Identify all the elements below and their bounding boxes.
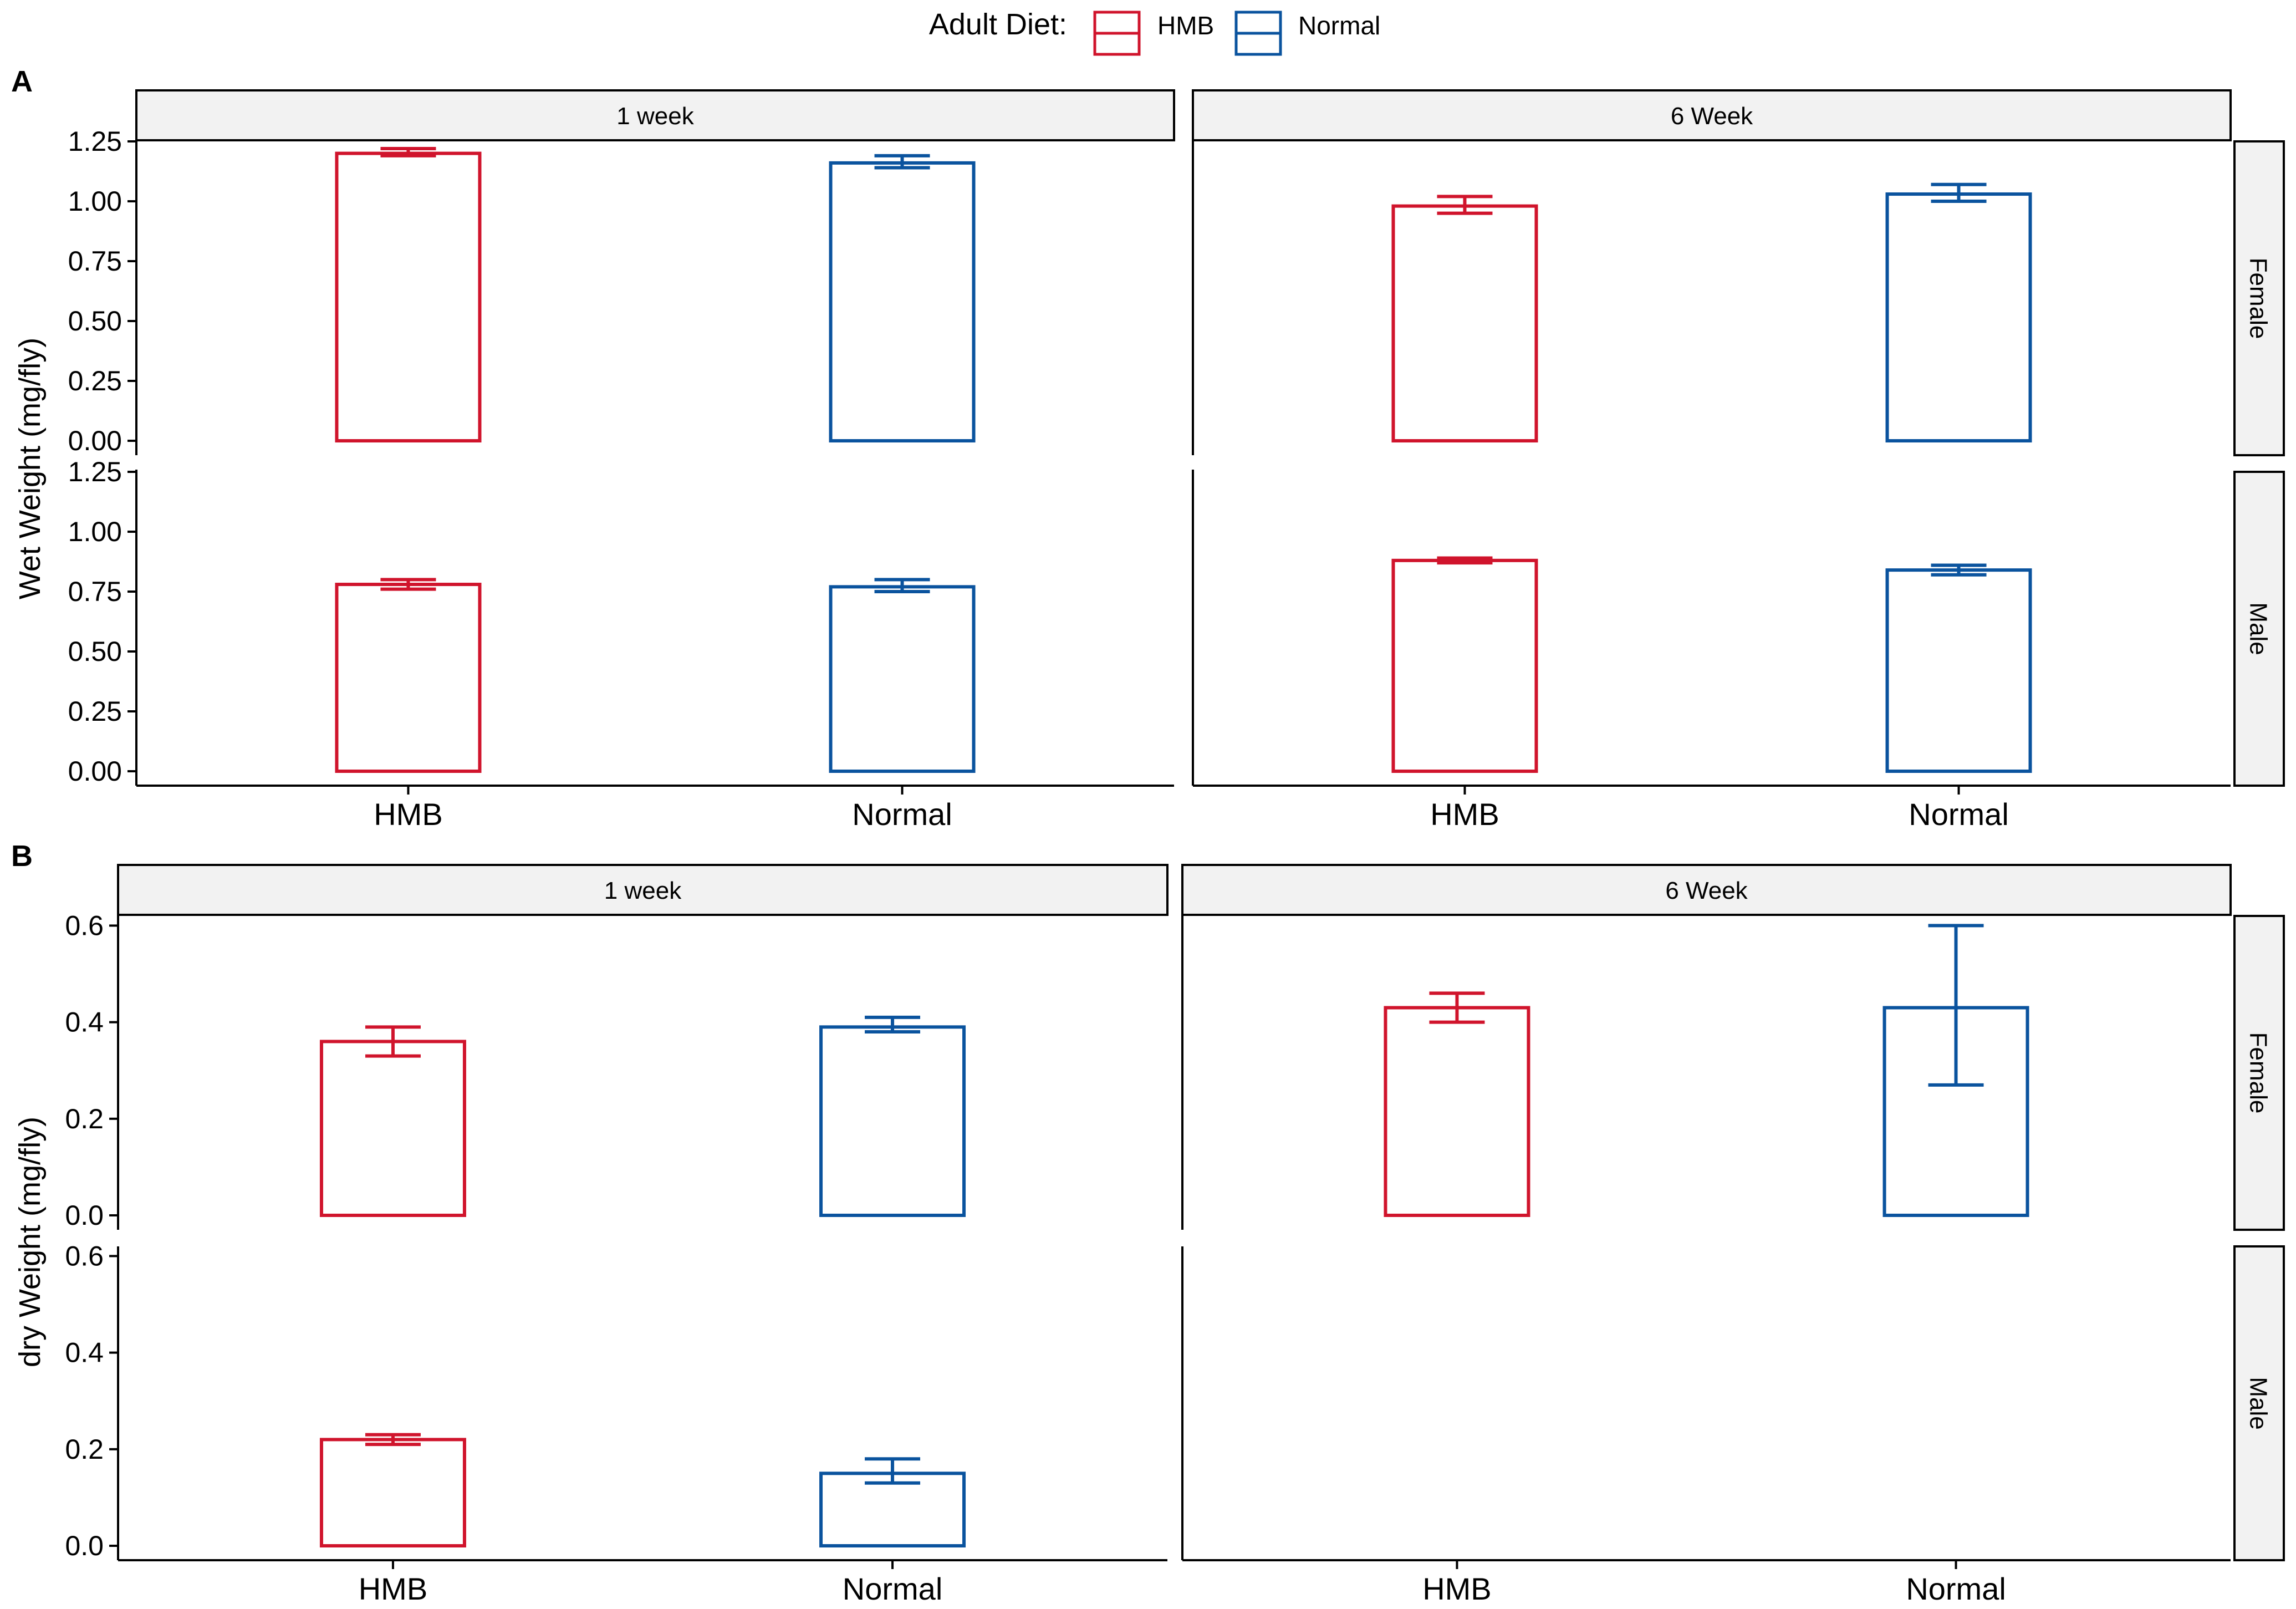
y-axis-title: dry Weight (mg/fly) xyxy=(13,1117,47,1367)
y-tick-label: 0.6 xyxy=(65,910,104,941)
bar-normal xyxy=(819,1025,966,1218)
x-tick-label: Normal xyxy=(852,797,952,832)
facet-strip-col xyxy=(135,89,1175,141)
facet-strip-row xyxy=(2233,471,2285,787)
facet-strip-col xyxy=(1192,89,2232,141)
facet-strip-col-label: 1 week xyxy=(604,877,682,904)
y-tick-label: 0.75 xyxy=(68,246,122,277)
y-tick-label: 0.50 xyxy=(68,636,122,667)
facet-strip-col xyxy=(1181,864,2232,916)
facet-strip-row xyxy=(2233,140,2285,456)
bar-hmb xyxy=(1391,558,1538,773)
x-tick-label: HMB xyxy=(1430,797,1499,832)
facet-strip-col-label: 6 Week xyxy=(1671,103,1753,130)
facet-strip-col-label: 6 Week xyxy=(1665,877,1748,904)
y-tick-label: 0.00 xyxy=(68,425,122,456)
facet-strip-row xyxy=(2233,1245,2285,1561)
y-tick-label: 0.25 xyxy=(68,365,122,396)
legend-key-normal xyxy=(1234,11,1282,56)
y-tick-label: 0.0 xyxy=(65,1200,104,1231)
y-tick-label: 0.2 xyxy=(65,1103,104,1134)
bar-hmb xyxy=(335,151,482,443)
y-tick-label: 0.2 xyxy=(65,1434,104,1465)
x-tick-label: Normal xyxy=(1906,1571,2006,1606)
facet-strip-row-label: Male xyxy=(2245,602,2272,655)
facet-strip-row-label: Female xyxy=(2245,258,2272,339)
bar-normal xyxy=(829,161,976,442)
y-tick-label: 0.00 xyxy=(68,756,122,787)
bar-normal xyxy=(1885,568,2032,773)
bar-hmb xyxy=(1384,1006,1530,1218)
x-tick-label: Normal xyxy=(843,1571,942,1606)
x-tick-label: HMB xyxy=(1422,1571,1491,1606)
y-tick-label: 1.25 xyxy=(68,126,122,157)
y-tick-label: 0.75 xyxy=(68,576,122,607)
y-tick-label: 0.6 xyxy=(65,1240,104,1271)
x-tick-label: HMB xyxy=(359,1571,427,1606)
facet-strip-row xyxy=(2233,915,2285,1231)
panel-a: A Wet Weight (mg/fly) 1 week 6 Week Female Ma… xyxy=(11,65,2285,832)
bar-hmb xyxy=(335,583,482,773)
bar-hmb xyxy=(319,1040,466,1218)
y-tick-label: 0.4 xyxy=(65,1007,104,1038)
y-tick-label: 0.4 xyxy=(65,1337,104,1368)
legend-label-hmb: HMB xyxy=(1157,11,1214,40)
y-tick-label: 1.25 xyxy=(68,456,122,487)
bar-hmb xyxy=(1391,204,1538,442)
panel-label: B xyxy=(11,839,33,873)
y-tick-label: 1.00 xyxy=(68,516,122,547)
x-tick-label: HMB xyxy=(374,797,442,832)
y-tick-label: 0.50 xyxy=(68,305,122,337)
bar-normal xyxy=(829,585,976,773)
facet-strip-col-label: 1 week xyxy=(616,103,694,130)
facet-strip-row-label: Male xyxy=(2245,1377,2272,1429)
panel-label: A xyxy=(11,65,33,98)
x-tick-label: Normal xyxy=(1909,797,2008,832)
y-tick-label: 0.25 xyxy=(68,696,122,727)
bar-hmb xyxy=(319,1438,466,1548)
bar-normal xyxy=(1885,192,2032,442)
facet-strip-col xyxy=(117,864,1169,916)
facet-strip-row-label: Female xyxy=(2245,1032,2272,1114)
y-axis-title: Wet Weight (mg/fly) xyxy=(13,338,47,599)
legend-label-normal: Normal xyxy=(1298,11,1380,40)
legend: Adult Diet: HMB Normal xyxy=(929,8,1380,56)
y-tick-label: 0.0 xyxy=(65,1530,104,1561)
legend-key-hmb xyxy=(1093,11,1141,56)
legend-title: Adult Diet: xyxy=(929,8,1067,41)
y-tick-label: 1.00 xyxy=(68,186,122,217)
